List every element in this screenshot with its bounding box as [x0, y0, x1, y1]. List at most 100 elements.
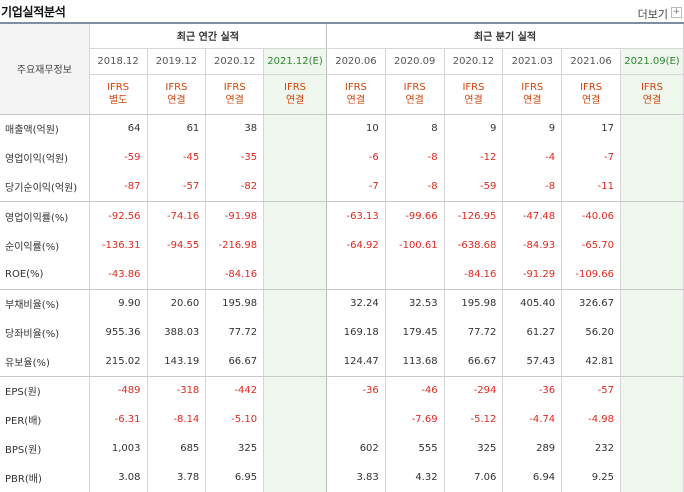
quarter-value-cell [620, 260, 684, 290]
annual-value-cell: 3.08 [89, 463, 148, 492]
annual-value-cell: 325 [205, 434, 265, 463]
quarter-value-cell: 9.25 [561, 463, 621, 492]
annual-value-cell [263, 114, 327, 143]
annual-value-cell: -59 [89, 143, 148, 172]
annual-value-cell: 3.78 [147, 463, 207, 492]
quarter-value-cell [620, 231, 684, 260]
quarter-value-cell: -4 [502, 143, 563, 172]
quarter-value-cell: 405.40 [502, 289, 563, 318]
row-label: EPS(원) [0, 376, 90, 405]
annual-value-cell: 20.60 [147, 289, 207, 318]
quarter-group-title: 최근 분기 실적 [326, 23, 684, 49]
quarter-value-cell: 56.20 [561, 318, 621, 347]
quarter-value-cell [620, 318, 684, 347]
annual-value-cell: -74.16 [147, 201, 207, 231]
annual-value-cell [263, 347, 327, 377]
quarter-value-cell [620, 172, 684, 202]
row-header: 주요재무정보 [0, 23, 90, 115]
annual-value-cell: -43.86 [89, 260, 148, 290]
quarter-standard-4: IFRS 연결 [561, 74, 621, 115]
row-label: 당좌비율(%) [0, 318, 90, 347]
quarter-period-3: 2021.03 [502, 48, 563, 75]
quarter-value-cell: -109.66 [561, 260, 621, 290]
row-label: 부채비율(%) [0, 289, 90, 318]
annual-value-cell: 195.98 [205, 289, 265, 318]
table-row: PBR(배) 3.08 3.78 6.95 3.83 4.32 7.06 6.94 9.25 [0, 463, 684, 492]
standard-text: IFRS [580, 82, 603, 93]
annual-value-cell [263, 260, 327, 290]
quarter-value-cell: -63.13 [326, 201, 386, 231]
quarter-value-cell: 6.94 [502, 463, 563, 492]
annual-period-2: 2020.12 [205, 48, 265, 75]
quarter-standard-5: IFRS 연결 [620, 74, 684, 115]
annual-value-cell: 77.72 [205, 318, 265, 347]
table-row: 영업이익(억원) -59 -45 -35 -6 -8 -12 -4 -7 [0, 143, 684, 172]
annual-group-title: 최근 연간 실적 [89, 23, 327, 49]
quarter-value-cell: 326.67 [561, 289, 621, 318]
quarter-period-5: 2021.09(E) [620, 48, 684, 75]
table-row: PER(배) -6.31 -8.14 -5.10 -7.69 -5.12 -4.74 -4.9… [0, 405, 684, 434]
more-link[interactable]: 더보기 [637, 8, 668, 21]
standard-text: 연결 [581, 95, 601, 106]
quarter-value-cell [620, 405, 684, 434]
quarter-value-cell: 3.83 [326, 463, 386, 492]
row-label: PBR(배) [0, 463, 90, 492]
quarter-value-cell: 113.68 [385, 347, 445, 377]
standard-text: 별도 [108, 95, 128, 106]
annual-value-cell: 685 [147, 434, 207, 463]
annual-value-cell: -442 [205, 376, 265, 405]
annual-value-cell: -57 [147, 172, 207, 202]
standard-text: IFRS [640, 82, 663, 93]
standard-text: 연결 [225, 95, 244, 106]
standard-text: IFRS [107, 82, 130, 93]
quarter-value-cell: 4.32 [385, 463, 445, 492]
row-label: 매출액(억원) [0, 114, 90, 143]
standard-text: 연결 [285, 95, 305, 106]
quarter-value-cell: 555 [385, 434, 445, 463]
plus-icon[interactable]: + [671, 7, 682, 18]
standard-text: IFRS [462, 82, 485, 93]
standard-text: IFRS [223, 82, 246, 93]
quarter-value-cell [620, 434, 684, 463]
row-label: 유보율(%) [0, 347, 90, 377]
quarter-value-cell: 7.06 [444, 463, 504, 492]
quarter-value-cell: -6 [326, 143, 386, 172]
quarter-value-cell [620, 289, 684, 318]
quarter-standard-1: IFRS 연결 [385, 74, 445, 115]
annual-value-cell: -6.31 [89, 405, 148, 434]
quarter-value-cell: 8 [385, 114, 445, 143]
quarter-value-cell [620, 347, 684, 377]
quarter-value-cell: 124.47 [326, 347, 386, 377]
annual-value-cell: -489 [89, 376, 148, 405]
quarter-value-cell: -294 [444, 376, 504, 405]
annual-value-cell [263, 201, 327, 231]
row-label: PER(배) [0, 405, 90, 434]
quarter-value-cell: -638.68 [444, 231, 504, 260]
annual-value-cell: -35 [205, 143, 265, 172]
standard-text: 연결 [405, 95, 424, 106]
quarter-value-cell: -8 [385, 143, 445, 172]
quarter-value-cell: 17 [561, 114, 621, 143]
annual-value-cell: 955.36 [89, 318, 148, 347]
quarter-value-cell: -12 [444, 143, 504, 172]
quarter-value-cell: -7 [326, 172, 386, 202]
annual-standard-0: IFRS 별도 [89, 74, 148, 115]
annual-value-cell: -94.55 [147, 231, 207, 260]
quarter-value-cell: -40.06 [561, 201, 621, 231]
quarter-period-2: 2020.12 [444, 48, 504, 75]
annual-value-cell [263, 172, 327, 202]
table-row: 매출액(억원) 64 61 38 10 8 9 9 17 [0, 114, 684, 143]
annual-value-cell: -82 [205, 172, 265, 202]
quarter-value-cell: -59 [444, 172, 504, 202]
quarter-value-cell [620, 376, 684, 405]
annual-period-3: 2021.12(E) [263, 48, 327, 75]
annual-value-cell: 143.19 [147, 347, 207, 377]
annual-value-cell: 66.67 [205, 347, 265, 377]
annual-standard-1: IFRS 연결 [147, 74, 207, 115]
quarter-value-cell: 179.45 [385, 318, 445, 347]
annual-value-cell: -318 [147, 376, 207, 405]
annual-value-cell: -136.31 [89, 231, 148, 260]
quarter-value-cell: 169.18 [326, 318, 386, 347]
table-row: 당기순이익(억원) -87 -57 -82 -7 -8 -59 -8 -11 [0, 172, 684, 202]
